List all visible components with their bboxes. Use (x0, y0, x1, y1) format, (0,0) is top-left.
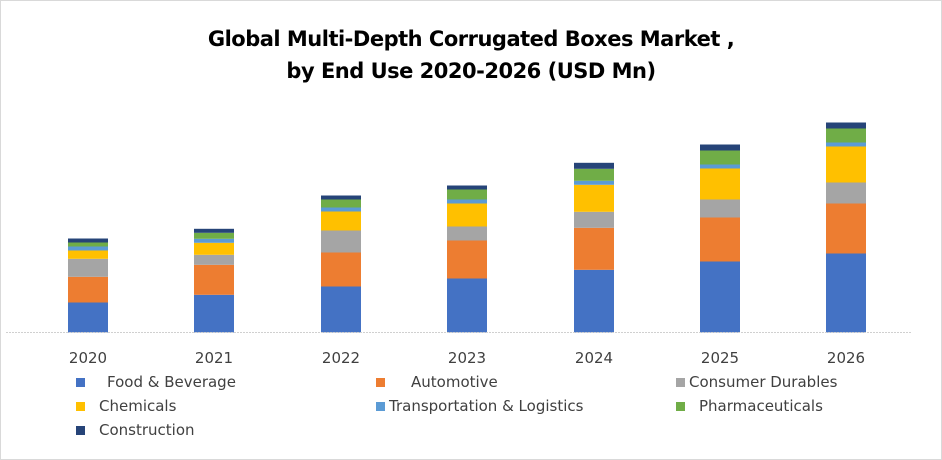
bar-2025-transportation-and-logistics (700, 164, 740, 169)
bar-2023-construction (447, 185, 487, 190)
bar-2022-chemicals (321, 211, 361, 231)
bar-2025-pharmaceuticals (700, 150, 740, 165)
chart-title: Global Multi-Depth Corrugated Boxes Mark… (1, 23, 941, 87)
x-tick-label: 2025 (701, 349, 739, 367)
chart-title-line-1: Global Multi-Depth Corrugated Boxes Mark… (207, 27, 735, 51)
bar-2021-automotive (194, 264, 234, 295)
x-tick-label: 2023 (448, 349, 486, 367)
bar-2022-construction (321, 195, 361, 200)
bar-2024-food-and-beverage (574, 269, 614, 333)
chart-title-line-2: by End Use 2020-2026 (USD Mn) (286, 59, 656, 83)
bar-2024-transportation-and-logistics (574, 180, 614, 185)
bar-2021-food-and-beverage (194, 294, 234, 333)
bar-2024-chemicals (574, 184, 614, 212)
bar-2020-consumer-durables (68, 258, 108, 277)
bar-2024-construction (574, 162, 614, 169)
bar-2023-chemicals (447, 203, 487, 227)
bar-2023-consumer-durables (447, 226, 487, 241)
bar-2025-automotive (700, 217, 740, 262)
bar-2021-construction (194, 228, 234, 233)
bar-2021-chemicals (194, 242, 234, 255)
bar-2020-transportation-and-logistics (68, 246, 108, 251)
bar-2021-transportation-and-logistics (194, 238, 234, 243)
bar-2026-automotive (826, 203, 866, 254)
bar-2020-pharmaceuticals (68, 242, 108, 247)
bar-2024-automotive (574, 227, 614, 270)
bar-2022-consumer-durables (321, 230, 361, 253)
bar-2020-automotive (68, 276, 108, 303)
x-tick-label: 2021 (195, 349, 233, 367)
bar-2026-construction (826, 122, 866, 129)
bars-group (68, 122, 866, 333)
bar-2025-consumer-durables (700, 199, 740, 218)
x-tick-label: 2026 (827, 349, 865, 367)
bar-2023-pharmaceuticals (447, 189, 487, 200)
bar-2025-chemicals (700, 168, 740, 200)
bar-2022-food-and-beverage (321, 286, 361, 333)
bar-2025-construction (700, 144, 740, 151)
bar-2024-consumer-durables (574, 211, 614, 228)
bar-2021-pharmaceuticals (194, 232, 234, 239)
x-tick-label: 2020 (69, 349, 107, 367)
x-tick-labels: 2020 2021 2022 2023 2024 2025 2026 (69, 349, 865, 367)
bar-2026-chemicals (826, 146, 866, 183)
bar-2026-pharmaceuticals (826, 128, 866, 143)
bar-2026-transportation-and-logistics (826, 142, 866, 147)
bar-2020-construction (68, 238, 108, 243)
bar-2025-food-and-beverage (700, 261, 740, 333)
bar-2026-food-and-beverage (826, 253, 866, 333)
bar-2020-chemicals (68, 250, 108, 259)
bar-2023-food-and-beverage (447, 278, 487, 333)
bar-2023-transportation-and-logistics (447, 199, 487, 204)
bar-2020-food-and-beverage (68, 302, 108, 333)
bar-2021-consumer-durables (194, 254, 234, 265)
bar-2022-automotive (321, 252, 361, 287)
bar-2022-pharmaceuticals (321, 199, 361, 208)
bar-2026-consumer-durables (826, 182, 866, 204)
x-tick-label: 2022 (322, 349, 360, 367)
x-tick-label: 2024 (575, 349, 613, 367)
bar-2022-transportation-and-logistics (321, 207, 361, 212)
bar-2023-automotive (447, 240, 487, 279)
bar-2024-pharmaceuticals (574, 168, 614, 181)
